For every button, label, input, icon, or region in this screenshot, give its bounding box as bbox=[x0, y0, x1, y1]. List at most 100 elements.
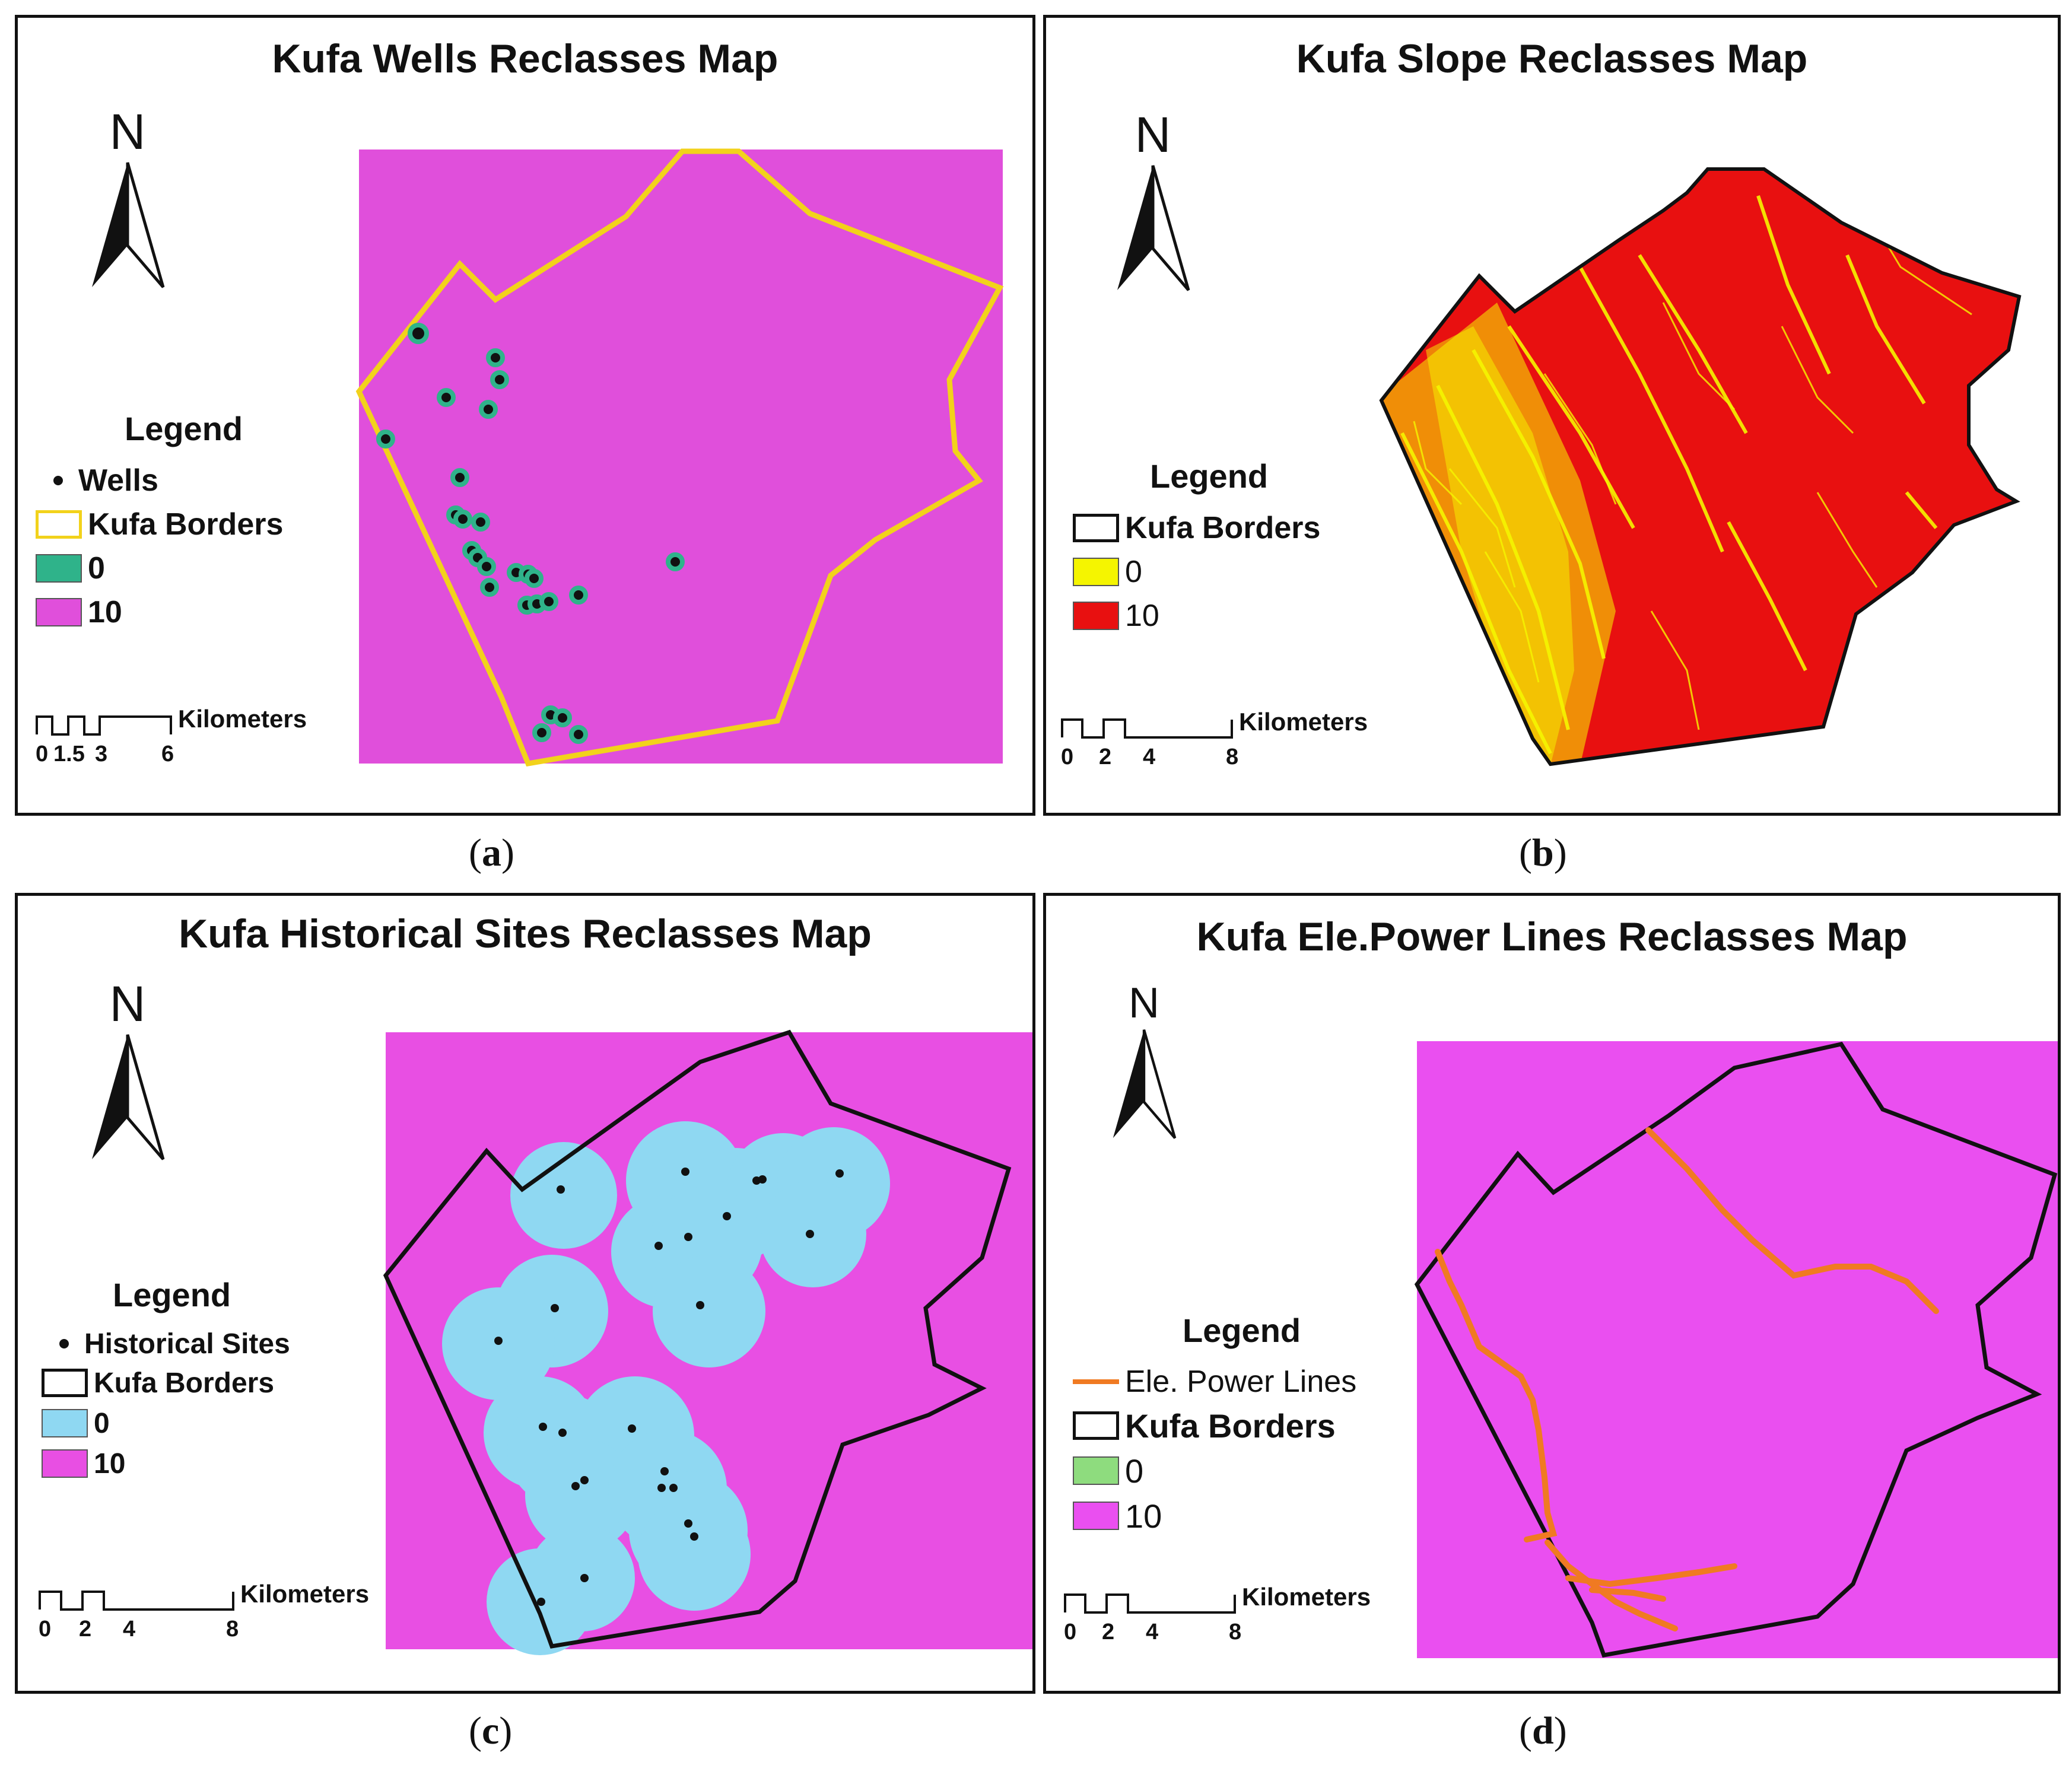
legend-item-borders: Kufa Borders bbox=[36, 502, 283, 546]
fill-swatch bbox=[36, 554, 82, 583]
slope-raster bbox=[1381, 169, 2019, 764]
legend-label: 10 bbox=[1125, 1497, 1162, 1535]
north-arrow: N bbox=[80, 979, 175, 1168]
map-panel-slope: Kufa Slope Reclasses Map N bbox=[1043, 15, 2061, 816]
legend-item-sites: Historical Sites bbox=[42, 1325, 290, 1363]
historical-site-points bbox=[494, 1168, 844, 1606]
legend-label: Kufa Borders bbox=[88, 507, 284, 542]
legend-label: 0 bbox=[94, 1407, 110, 1439]
fill-swatch bbox=[36, 598, 82, 626]
map-title: Kufa Wells Reclasses Map bbox=[272, 36, 778, 81]
north-arrow: N bbox=[80, 107, 175, 296]
map-title: Kufa Slope Reclasses Map bbox=[1296, 36, 1808, 81]
north-arrow-icon bbox=[92, 162, 165, 288]
kufa-border bbox=[1414, 1042, 2058, 1658]
legend-label: Kufa Borders bbox=[94, 1367, 275, 1399]
outline-swatch bbox=[42, 1369, 88, 1397]
scale-tick: 0 bbox=[1061, 745, 1074, 769]
legend-label: Wells bbox=[78, 463, 158, 498]
kufa-border bbox=[355, 148, 1004, 767]
scale-bar-graphic bbox=[1061, 718, 1233, 739]
legend-label: Historical Sites bbox=[84, 1328, 290, 1360]
fill-swatch bbox=[1073, 1502, 1119, 1530]
legend-label: 10 bbox=[1125, 599, 1159, 633]
map-panel-wells: Kufa Wells Reclasses Map N Legend Wells bbox=[15, 15, 1035, 816]
well-points bbox=[376, 323, 685, 744]
legend: Legend Historical Sites Kufa Borders 0 1… bbox=[42, 1276, 290, 1484]
legend-item-0: 0 bbox=[42, 1403, 290, 1443]
legend-title: Legend bbox=[113, 1276, 231, 1313]
north-arrow-icon bbox=[1113, 1029, 1177, 1139]
wells-map bbox=[355, 148, 1004, 767]
scale-bar-graphic bbox=[1064, 1593, 1236, 1614]
scale-tick: 2 bbox=[1102, 1620, 1115, 1645]
legend-item-0: 0 bbox=[1073, 550, 1320, 594]
map-panel-historical: Kufa Historical Sites Reclasses Map N bbox=[15, 893, 1035, 1694]
scale-tick: 4 bbox=[1143, 745, 1156, 769]
legend: Legend Kufa Borders 0 10 bbox=[1073, 457, 1320, 638]
scale-unit: Kilometers bbox=[1242, 1583, 1371, 1611]
scale-tick: 0 bbox=[39, 1617, 52, 1642]
outline-swatch bbox=[1073, 1411, 1119, 1440]
legend-item-borders: Kufa Borders bbox=[1073, 506, 1320, 550]
legend-item-10: 10 bbox=[1073, 594, 1320, 638]
legend-title: Legend bbox=[1150, 457, 1269, 495]
legend-item-borders: Kufa Borders bbox=[42, 1363, 290, 1403]
slope-map bbox=[1379, 167, 2022, 766]
scale-unit: Kilometers bbox=[240, 1580, 370, 1608]
raster-extent bbox=[1417, 1041, 2058, 1658]
legend-item-10: 10 bbox=[1073, 1493, 1356, 1538]
north-arrow-icon bbox=[92, 1034, 165, 1160]
site-buffers bbox=[442, 1121, 890, 1655]
scale-tick: 8 bbox=[226, 1617, 239, 1642]
legend-item-borders: Kufa Borders bbox=[1073, 1403, 1356, 1448]
power-lines-map bbox=[1414, 1041, 2058, 1658]
scale-unit: Kilometers bbox=[178, 705, 307, 733]
caption-b: (b) bbox=[1519, 831, 1567, 874]
fill-swatch bbox=[1073, 558, 1119, 586]
fill-swatch bbox=[1073, 602, 1119, 630]
scale-tick: 6 bbox=[161, 742, 174, 766]
scale-tick: 8 bbox=[1226, 745, 1239, 769]
point-symbol-icon bbox=[59, 1339, 69, 1348]
north-arrow: N bbox=[1102, 982, 1186, 1146]
historical-map bbox=[383, 1029, 1032, 1655]
legend-label: Kufa Borders bbox=[1125, 1407, 1336, 1445]
legend-label: Ele. Power Lines bbox=[1125, 1364, 1357, 1399]
point-symbol-icon bbox=[53, 476, 63, 485]
scale-tick: 3 bbox=[95, 742, 108, 766]
scale-tick: 4 bbox=[123, 1617, 136, 1642]
scale-bar: Kilometers 0 2 4 8 bbox=[1064, 1583, 1371, 1646]
legend-title: Legend bbox=[125, 410, 243, 447]
north-label: N bbox=[1129, 979, 1159, 1027]
scale-bar-graphic bbox=[39, 1591, 234, 1611]
caption-c: (c) bbox=[469, 1709, 513, 1752]
scale-unit: Kilometers bbox=[1239, 708, 1368, 736]
north-label: N bbox=[1134, 107, 1171, 163]
scale-tick: 0 bbox=[36, 742, 49, 766]
scale-tick: 1.5 bbox=[53, 742, 85, 766]
fill-swatch bbox=[1073, 1456, 1119, 1485]
north-label: N bbox=[109, 976, 146, 1032]
legend-label: 0 bbox=[1125, 555, 1142, 589]
legend: Legend Ele. Power Lines Kufa Borders 0 1… bbox=[1073, 1311, 1356, 1538]
kufa-border bbox=[1379, 167, 2022, 766]
legend-title: Legend bbox=[1183, 1312, 1301, 1349]
scale-bar: Kilometers 0 1.5 3 6 bbox=[36, 705, 307, 768]
legend-label: 10 bbox=[94, 1448, 126, 1480]
legend: Legend Wells Kufa Borders 0 10 bbox=[36, 409, 283, 634]
scale-tick: 2 bbox=[1099, 745, 1112, 769]
scale-bar: Kilometers 0 2 4 8 bbox=[39, 1580, 369, 1643]
power-lines bbox=[1435, 1127, 1939, 1631]
legend-item-10: 10 bbox=[42, 1443, 290, 1484]
fill-swatch bbox=[42, 1449, 88, 1478]
line-symbol-icon bbox=[1073, 1379, 1119, 1384]
caption-d: (d) bbox=[1519, 1709, 1567, 1752]
legend-item-wells: Wells bbox=[36, 459, 283, 502]
scale-tick: 2 bbox=[79, 1617, 92, 1642]
fill-swatch bbox=[42, 1409, 88, 1437]
legend-label: 0 bbox=[1125, 1452, 1144, 1490]
scale-tick: 4 bbox=[1146, 1620, 1159, 1645]
map-panel-power-lines: Kufa Ele.Power Lines Reclasses Map N Leg… bbox=[1043, 893, 2061, 1694]
legend-label: 0 bbox=[88, 551, 105, 586]
